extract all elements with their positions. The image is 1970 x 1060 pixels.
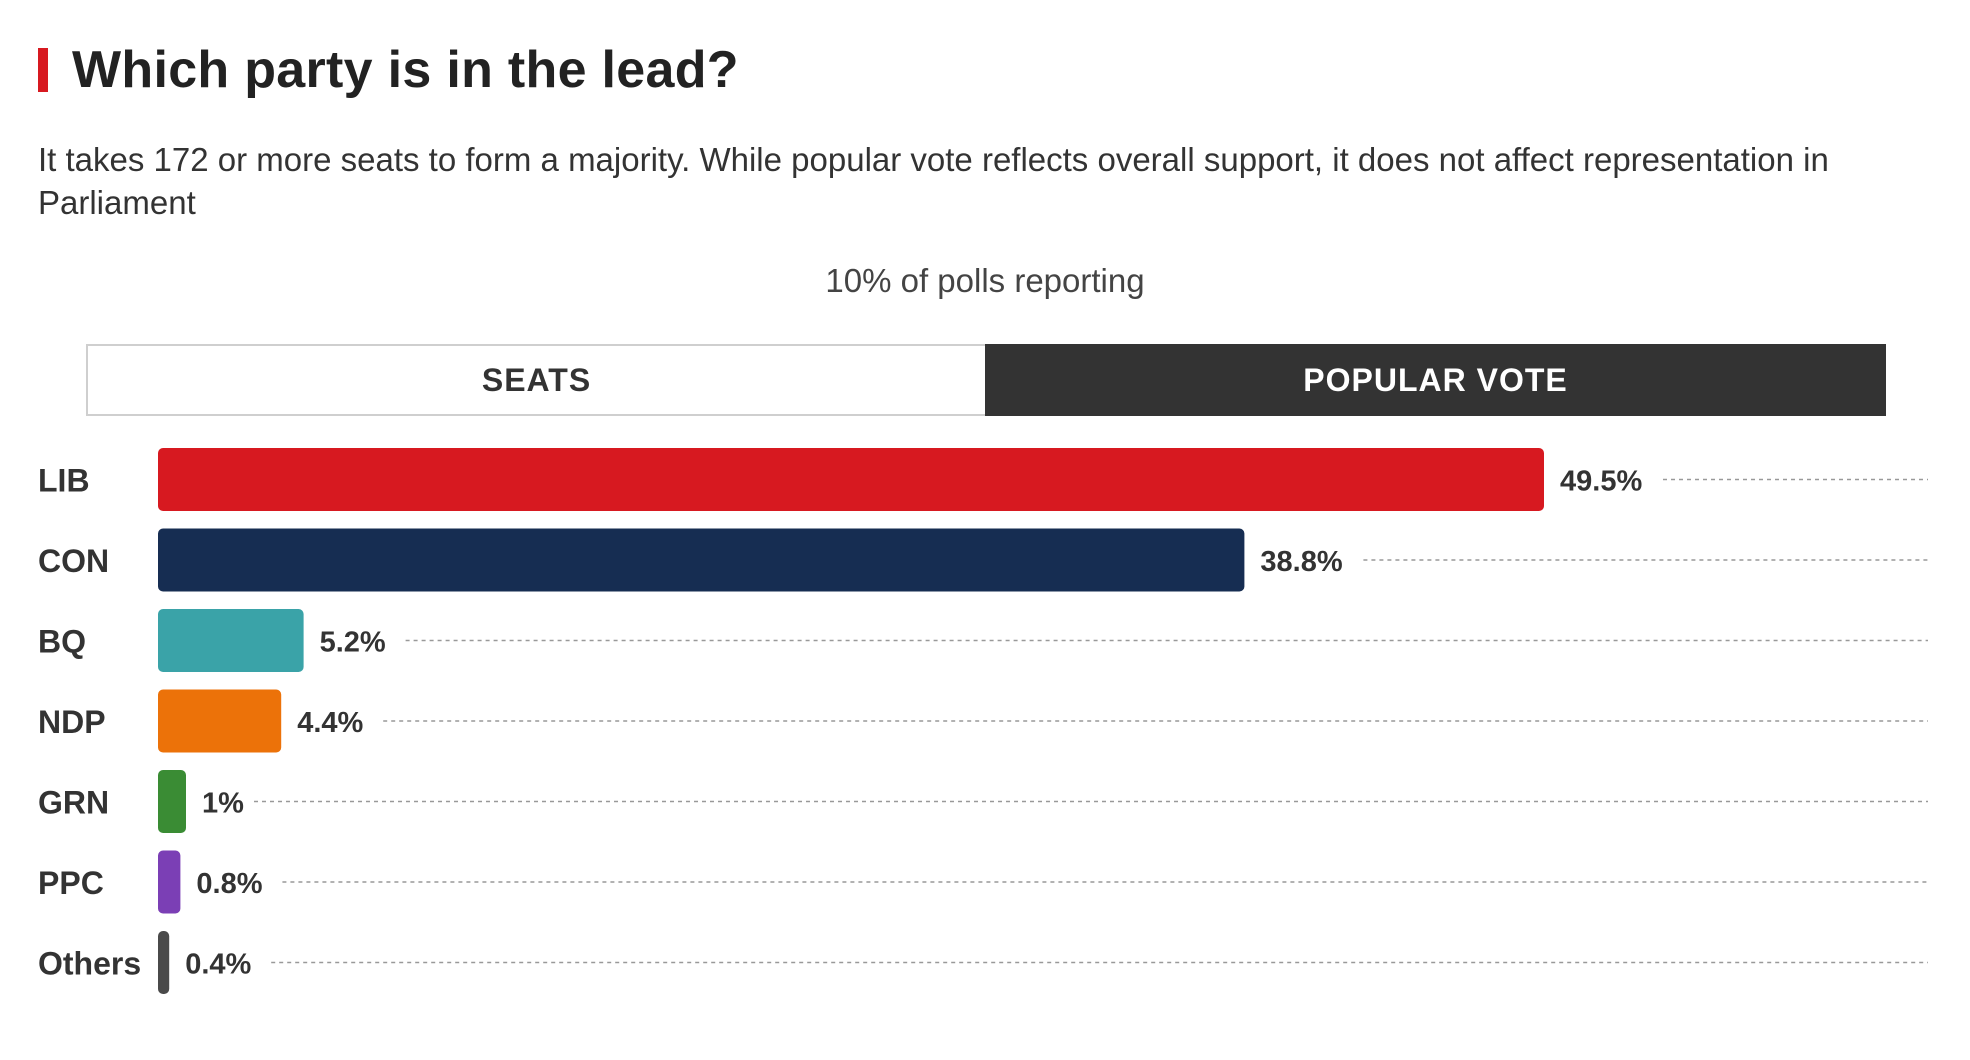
value-label-con: 38.8% xyxy=(1260,546,1342,578)
category-label-bq: BQ xyxy=(38,624,86,660)
bar-ndp xyxy=(158,689,282,753)
title-accent-bar xyxy=(38,48,48,92)
value-label-ndp: 4.4% xyxy=(297,707,363,739)
bar-bq xyxy=(158,609,304,672)
category-label-con: CON xyxy=(38,543,109,579)
polls-reporting-status: 10% of polls reporting xyxy=(825,262,1145,299)
category-label-ppc: PPC xyxy=(38,865,104,901)
view-tabs: SEATS POPULAR VOTE xyxy=(86,344,1886,416)
value-label-lib: 49.5% xyxy=(1560,466,1642,498)
page-title: Which party is in the lead? xyxy=(72,41,739,99)
category-label-others: Others xyxy=(38,946,141,982)
value-label-bq: 5.2% xyxy=(320,627,386,659)
bar-others xyxy=(158,931,170,994)
bar-ppc xyxy=(158,850,181,914)
bar-con xyxy=(158,528,1245,592)
value-label-ppc: 0.8% xyxy=(196,868,262,900)
value-label-others: 0.4% xyxy=(185,949,251,981)
category-label-grn: GRN xyxy=(38,785,109,821)
category-label-ndp: NDP xyxy=(38,704,106,740)
tab-seats[interactable]: SEATS xyxy=(86,344,985,416)
bar-lib xyxy=(158,448,1544,511)
tab-popular-vote[interactable]: POPULAR VOTE xyxy=(985,344,1886,416)
title-block: Which party is in the lead? xyxy=(38,38,739,102)
value-label-grn: 1% xyxy=(202,788,244,820)
category-label-lib: LIB xyxy=(38,463,90,499)
page-subtitle: It takes 172 or more seats to form a maj… xyxy=(38,141,1829,221)
bar-grn xyxy=(158,770,186,833)
